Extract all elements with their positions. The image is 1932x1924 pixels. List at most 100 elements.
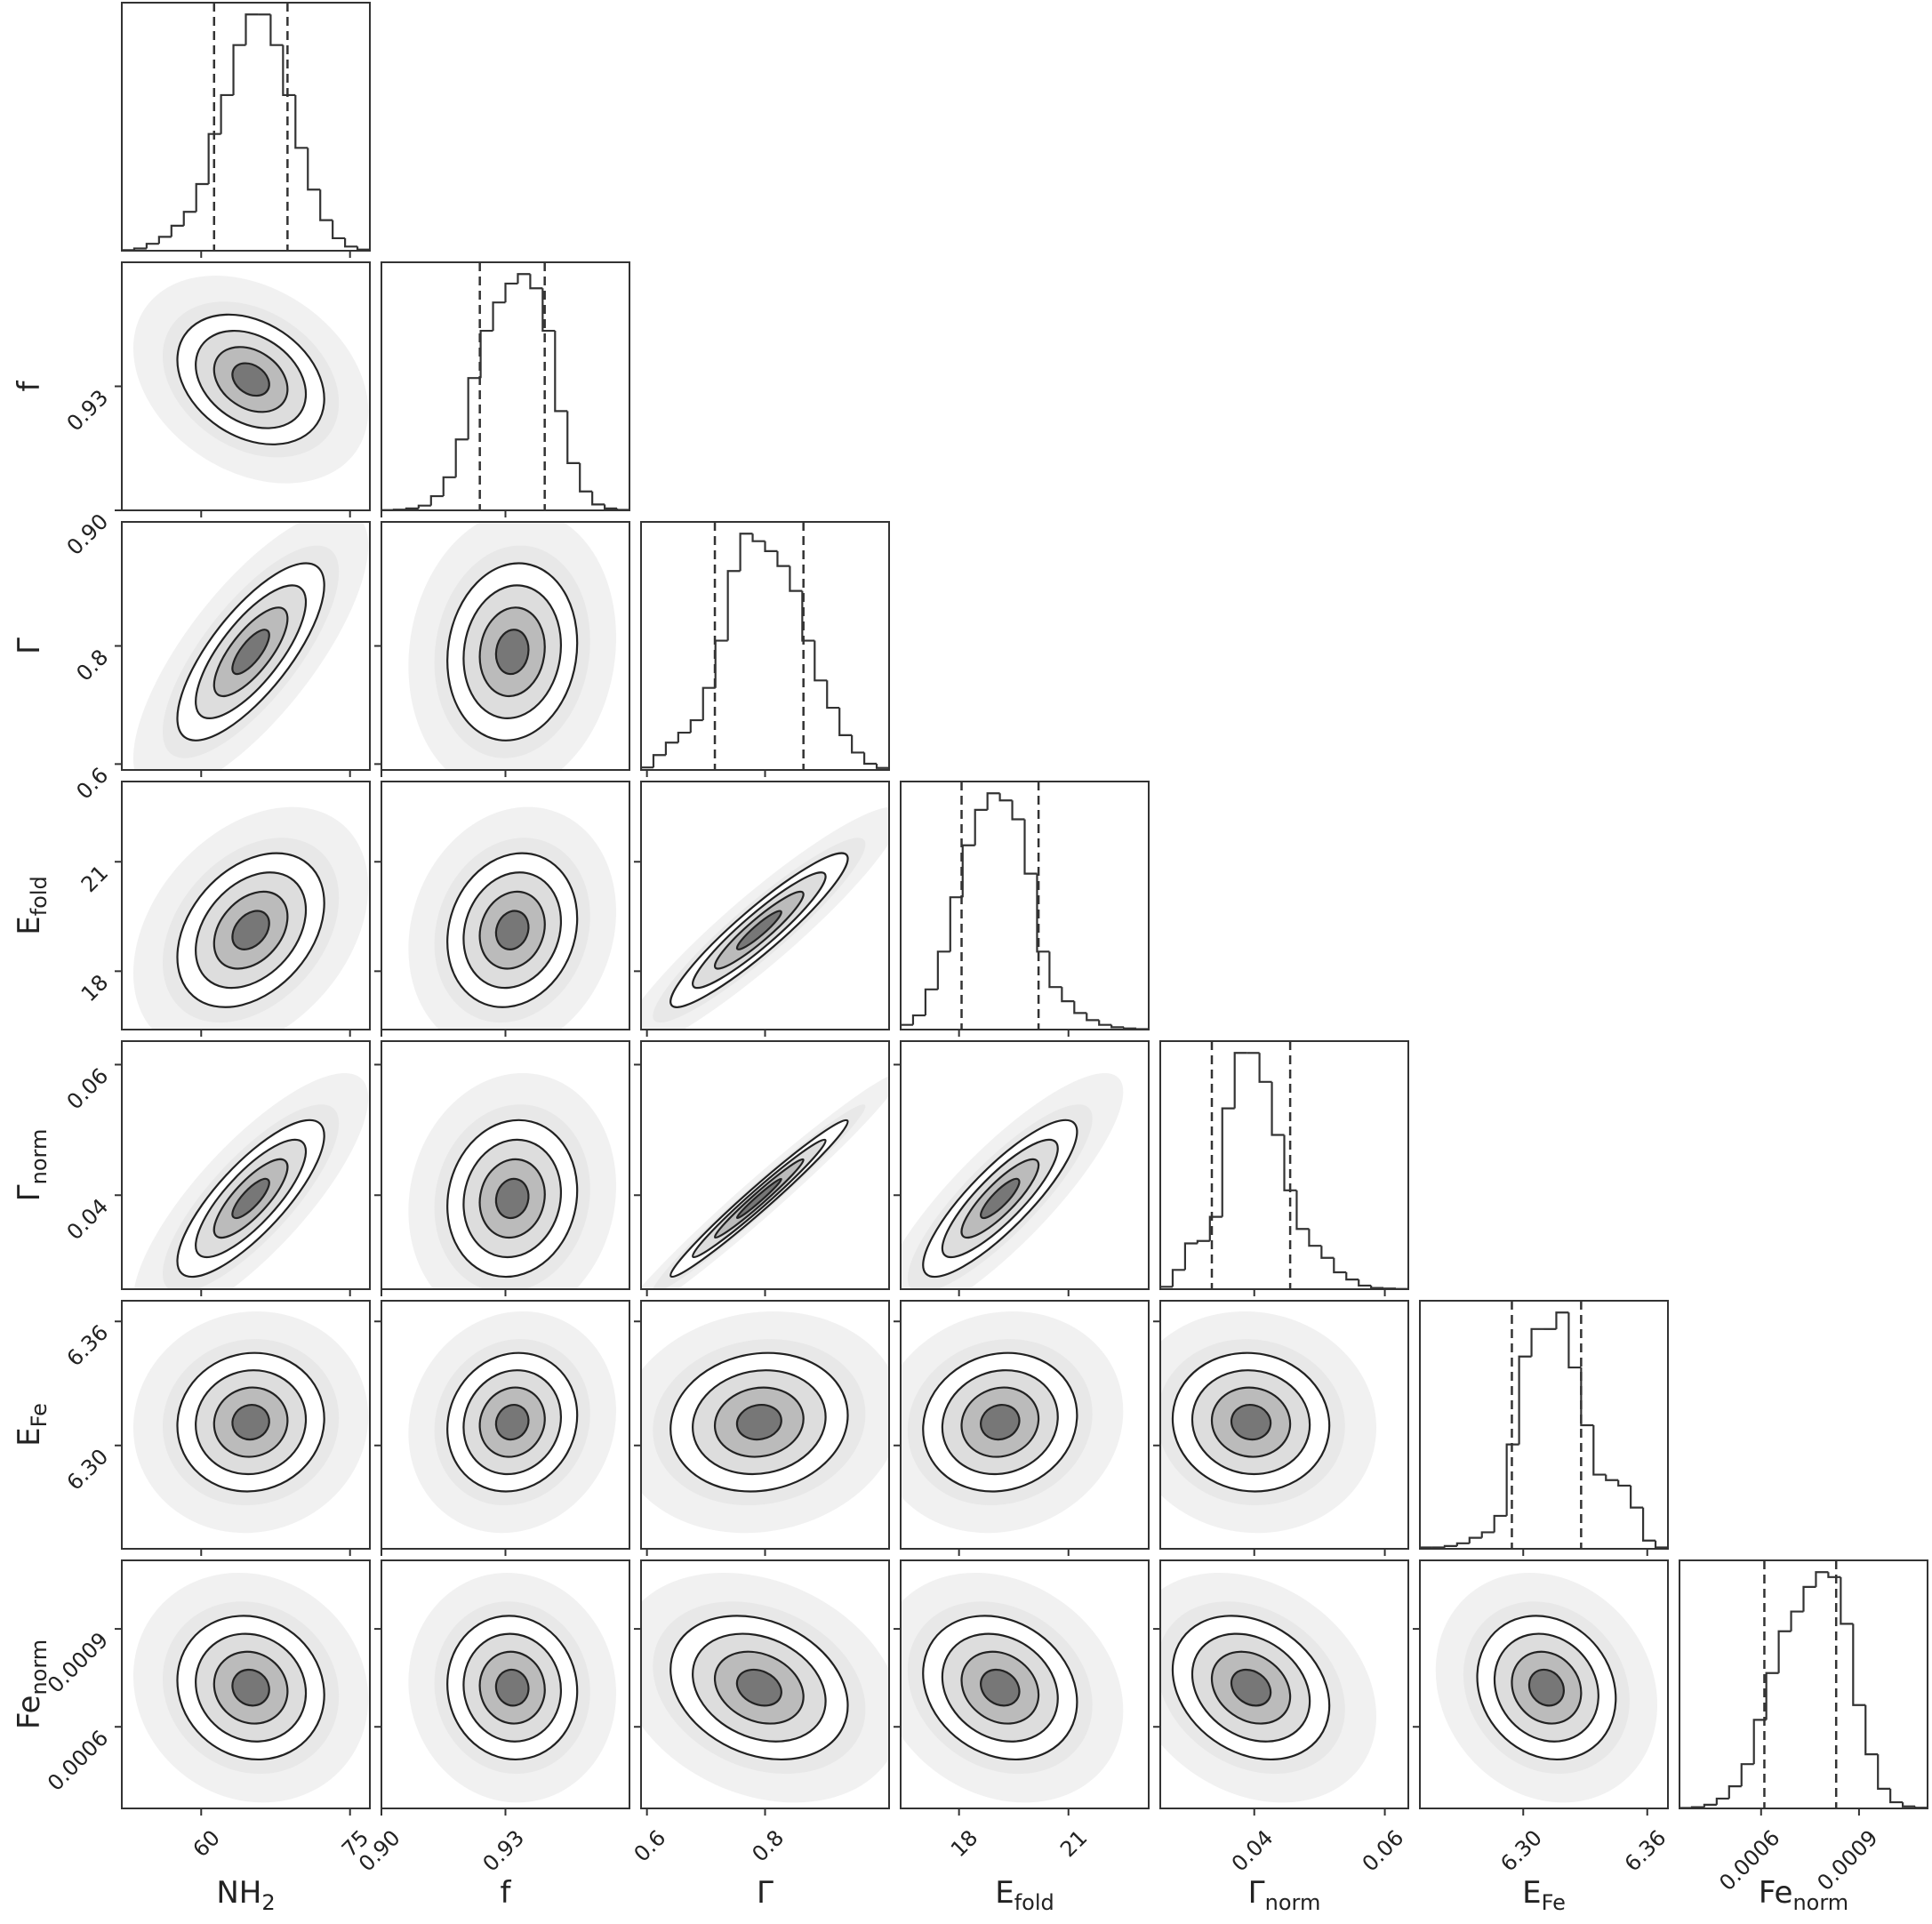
histogram-bin	[294, 94, 309, 149]
panel-frame	[121, 2, 371, 252]
histogram-bin	[1617, 1479, 1631, 1487]
panel-frame	[900, 1040, 1150, 1290]
histogram-bin	[517, 273, 531, 284]
histogram-bin	[1271, 1081, 1285, 1136]
contour	[735, 1404, 782, 1441]
y-tick-label: 6.30	[62, 1444, 114, 1495]
histogram-bin	[714, 639, 728, 688]
contour	[494, 910, 530, 950]
histogram-bin	[1123, 1027, 1137, 1030]
panel	[634, 1559, 890, 1816]
contour	[980, 1404, 1021, 1441]
panel	[374, 1040, 630, 1296]
panel-content	[901, 782, 1149, 1030]
axis-label-main: f	[12, 380, 47, 391]
panel-frame	[900, 1559, 1150, 1809]
contour	[494, 1177, 530, 1220]
panel-content	[408, 1311, 616, 1534]
histogram-bin	[1654, 1540, 1668, 1549]
panel-frame	[121, 1300, 371, 1550]
x-tick-label: 0.8	[747, 1825, 789, 1867]
axis-label: Γnorm	[12, 1129, 52, 1202]
panel-content	[408, 522, 616, 770]
histogram-bin	[1864, 1704, 1879, 1756]
axis-label-main: Fe	[12, 1696, 47, 1730]
axis-label-main: Γ	[12, 1184, 47, 1201]
histogram-bin	[344, 237, 358, 248]
histogram-bin	[1605, 1474, 1619, 1481]
histogram-bin	[961, 844, 975, 898]
histogram-bin	[1208, 1215, 1223, 1241]
panel	[900, 781, 1150, 1037]
panel-content	[408, 1572, 616, 1803]
histogram-bin	[1308, 1229, 1322, 1247]
histogram-bin	[1902, 1802, 1916, 1808]
panel	[115, 781, 371, 1037]
histogram-bin	[1295, 1190, 1310, 1231]
histogram-bin	[541, 288, 556, 333]
y-tick-label: 0.90	[62, 509, 114, 560]
histogram-bin	[689, 718, 703, 734]
histogram-bin	[1802, 1585, 1816, 1612]
histogram-bin	[132, 247, 147, 251]
x-tick-label: 21	[1055, 1825, 1092, 1862]
histogram-bin	[1777, 1630, 1792, 1673]
panel	[115, 1040, 371, 1296]
histogram-bin	[1345, 1272, 1359, 1281]
axis-label-main: f	[501, 1875, 512, 1911]
panel-frame	[1159, 1300, 1409, 1550]
y-tick-label: 0.04	[62, 1194, 114, 1246]
histogram-bin	[1283, 1134, 1297, 1191]
histogram-bin	[1036, 873, 1050, 953]
contour	[231, 629, 270, 676]
axis-label-sub: norm	[27, 1639, 52, 1696]
histogram-bin	[1518, 1355, 1532, 1445]
histogram-bin	[1555, 1311, 1569, 1329]
panel-content	[641, 1072, 889, 1289]
histogram-bin	[1221, 1107, 1235, 1217]
panel	[894, 1559, 1150, 1816]
contour	[494, 629, 530, 676]
x-tick-label: 0.04	[1227, 1825, 1279, 1877]
y-tick-label: 0.8	[71, 645, 113, 686]
panel	[115, 261, 371, 517]
histogram-bin	[764, 541, 778, 552]
y-tick-label: 18	[76, 970, 113, 1006]
histogram-bin	[875, 764, 889, 770]
histogram-bin	[751, 533, 766, 542]
histogram-bin	[1061, 987, 1075, 1003]
histogram-bin	[566, 411, 581, 464]
histogram-bin	[1889, 1788, 1904, 1804]
contour	[1230, 1668, 1272, 1707]
contour	[231, 910, 270, 950]
histogram-bin	[1258, 1053, 1272, 1083]
histogram-bin	[1840, 1576, 1854, 1625]
histogram-bin	[851, 734, 865, 754]
contour	[980, 1177, 1021, 1220]
panel-content	[122, 3, 370, 251]
panel	[374, 521, 630, 777]
y-tick-label: 6.36	[62, 1320, 114, 1372]
histogram-bin	[479, 329, 493, 379]
histogram-bin	[1011, 800, 1025, 821]
histogram-bin	[911, 1014, 926, 1025]
panel-content	[408, 806, 616, 1030]
histogram-bin	[591, 491, 605, 506]
panel	[115, 521, 371, 777]
histogram-bin	[1580, 1367, 1594, 1427]
contour	[231, 362, 270, 397]
axis-label-main: Γ	[1248, 1875, 1265, 1911]
histogram-bin	[826, 680, 840, 709]
panel-content	[641, 1572, 889, 1803]
axis-label-sub: Fe	[27, 1403, 52, 1427]
histogram-bin	[652, 754, 666, 768]
y-tick-label: 0.93	[62, 385, 114, 437]
panel-frame	[1679, 1559, 1928, 1809]
histogram-bin	[1233, 1052, 1247, 1109]
histogram-bin	[789, 565, 803, 592]
histogram-bin	[1333, 1257, 1347, 1274]
panel-content	[132, 1572, 369, 1803]
axis-label: EFe	[12, 1403, 52, 1447]
histogram-bin	[1420, 1546, 1432, 1549]
histogram-bin	[677, 731, 691, 743]
